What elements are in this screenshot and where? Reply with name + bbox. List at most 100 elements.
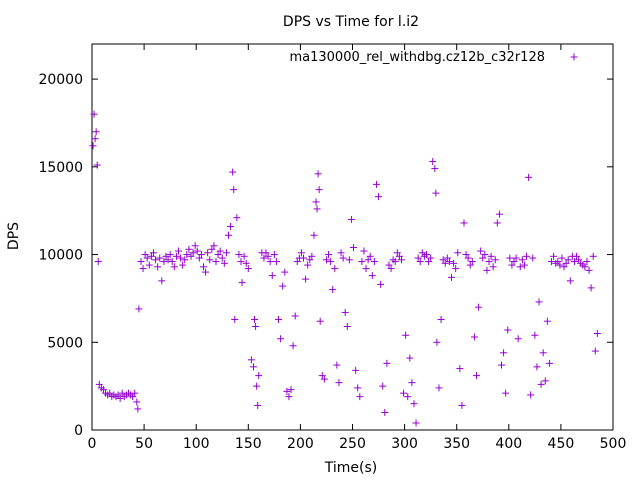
- data-point: [114, 391, 122, 399]
- data-point: [402, 331, 410, 339]
- data-point: [189, 249, 197, 257]
- x-tick-label: 150: [235, 436, 262, 452]
- data-point: [516, 263, 524, 271]
- data-point: [437, 315, 445, 323]
- chart-title: DPS vs Time for l.i2: [283, 14, 419, 30]
- y-tick-label: 5000: [47, 335, 83, 351]
- data-point: [287, 386, 295, 394]
- data-point: [145, 261, 153, 269]
- data-point: [427, 254, 435, 262]
- data-point: [404, 393, 412, 401]
- data-point: [230, 186, 238, 194]
- data-point: [460, 219, 468, 227]
- data-point: [227, 222, 235, 230]
- data-point: [368, 272, 376, 280]
- data-point: [131, 389, 139, 397]
- data-point: [489, 263, 497, 271]
- x-axis-ticks: 0 50 100 150 200 250 300 350 400 450 500: [88, 44, 626, 452]
- data-point: [170, 263, 178, 271]
- data-point: [139, 265, 147, 273]
- x-tick-label: 400: [495, 436, 522, 452]
- data-point: [302, 275, 310, 283]
- data-point: [554, 258, 562, 266]
- data-point: [575, 256, 583, 264]
- data-point: [493, 219, 501, 227]
- data-point: [231, 315, 239, 323]
- legend: ma130000_rel_withdbg.cz12b_c32r128: [289, 50, 578, 65]
- data-point: [360, 247, 368, 255]
- data-point: [422, 251, 430, 259]
- data-point: [197, 251, 205, 259]
- data-point: [439, 256, 447, 264]
- data-point: [418, 249, 426, 257]
- data-point: [570, 258, 578, 266]
- plot-frame: [91, 43, 614, 431]
- data-point: [183, 251, 191, 259]
- data-point: [529, 254, 537, 262]
- data-point: [92, 128, 100, 136]
- data-point: [156, 254, 164, 262]
- data-point: [523, 252, 531, 260]
- data-point: [318, 372, 326, 380]
- data-point: [391, 258, 399, 266]
- data-point: [454, 249, 462, 257]
- data-point: [397, 256, 405, 264]
- data-point: [429, 158, 437, 166]
- data-point: [587, 284, 595, 292]
- data-point: [285, 393, 293, 401]
- data-point: [358, 258, 366, 266]
- data-point: [518, 256, 526, 264]
- data-point: [235, 251, 243, 259]
- data-point: [266, 258, 274, 266]
- data-point: [539, 349, 547, 357]
- data-point: [381, 408, 389, 416]
- data-point: [345, 256, 353, 264]
- data-point: [475, 303, 483, 311]
- data-point: [293, 258, 301, 266]
- data-point: [487, 252, 495, 260]
- data-point: [268, 272, 276, 280]
- x-tick-label: 250: [339, 436, 366, 452]
- data-point: [260, 254, 268, 262]
- data-point: [375, 193, 383, 201]
- data-point: [185, 245, 193, 253]
- y-axis-title: DPS: [6, 222, 22, 250]
- y-tick-label: 20000: [38, 72, 83, 88]
- y-tick-label: 15000: [38, 160, 83, 176]
- data-point: [400, 389, 408, 397]
- data-point: [253, 382, 261, 390]
- data-point: [135, 305, 143, 313]
- data-point: [408, 379, 416, 387]
- data-point: [251, 315, 259, 323]
- x-tick-label: 300: [391, 436, 418, 452]
- data-point: [89, 142, 97, 150]
- data-point: [347, 215, 355, 223]
- x-tick-label: 450: [548, 436, 575, 452]
- data-point: [443, 254, 451, 262]
- data-point: [116, 394, 124, 402]
- data-point: [329, 286, 337, 294]
- data-point: [238, 279, 246, 287]
- data-point: [195, 254, 203, 262]
- data-point: [556, 261, 564, 269]
- data-point: [225, 231, 233, 239]
- data-point: [447, 273, 455, 281]
- data-point: [558, 254, 566, 262]
- data-point: [337, 249, 345, 257]
- data-point: [410, 400, 418, 408]
- data-point: [541, 377, 549, 385]
- data-point: [275, 315, 283, 323]
- data-point: [372, 180, 380, 188]
- data-point: [141, 251, 149, 259]
- data-point: [504, 326, 512, 334]
- data-point: [364, 256, 372, 264]
- data-point: [543, 317, 551, 325]
- data-point: [168, 258, 176, 266]
- data-point: [304, 261, 312, 269]
- legend-marker: [570, 53, 578, 61]
- data-point: [564, 256, 572, 264]
- data-point: [90, 110, 98, 118]
- data-point: [172, 252, 180, 260]
- data-point: [431, 165, 439, 173]
- data-point: [220, 259, 228, 267]
